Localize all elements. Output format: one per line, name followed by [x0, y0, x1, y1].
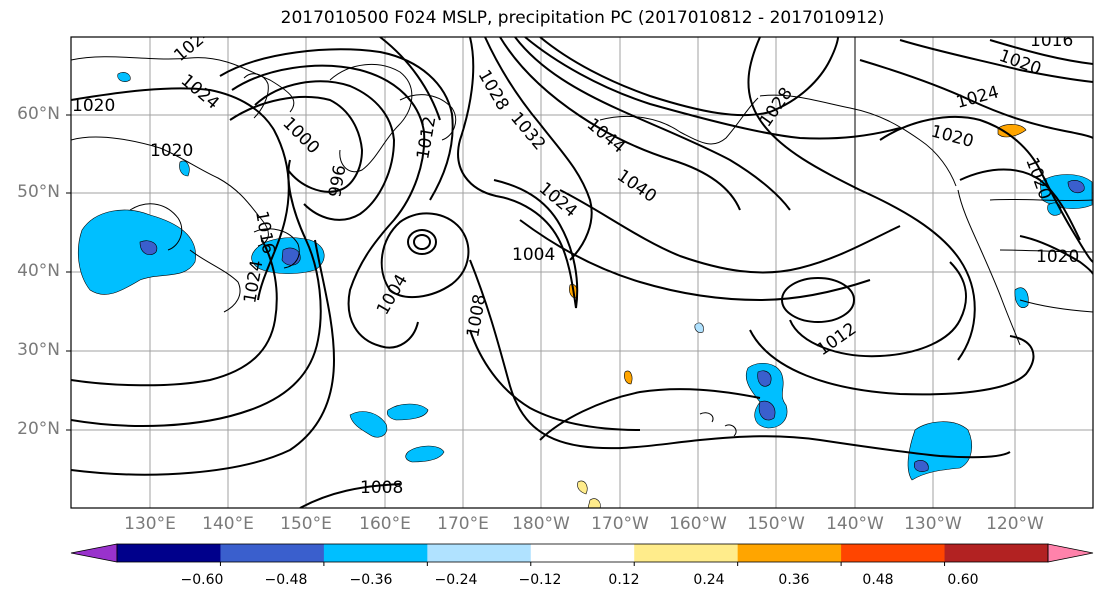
- isobar-label: 1004: [373, 271, 412, 318]
- colorbar-tick: −0.12: [518, 572, 562, 588]
- isobar-label: 1020: [150, 141, 193, 161]
- isobar-label: 1024: [170, 23, 216, 66]
- colorbar: [70, 543, 1094, 566]
- colorbar-segment: [117, 544, 221, 562]
- lat-label-50n: 50°N: [17, 182, 60, 202]
- lon-label-160e: 160°E: [359, 514, 411, 534]
- colorbar-segment: [323, 544, 428, 562]
- colorbar-segment: [841, 544, 946, 562]
- isobar-label: 1024: [240, 259, 267, 305]
- lon-label-150e: 150°E: [280, 514, 332, 534]
- isobar-label: 1008: [463, 293, 490, 339]
- isobar-label: 1028: [474, 67, 513, 114]
- colorbar-segment: [634, 544, 739, 562]
- map-title: 2017010500 F024 MSLP, precipitation PC (…: [280, 8, 885, 28]
- colorbar-tick: −0.24: [434, 572, 478, 588]
- colorbar-tick: −0.60: [180, 572, 224, 588]
- isobars: [71, 37, 1093, 508]
- colorbar-tick: 0.36: [778, 572, 810, 588]
- coastlines: [71, 37, 1093, 437]
- colorbar-extend-high: [1047, 543, 1094, 563]
- lon-label-150w: 150°W: [747, 514, 805, 534]
- isobar-label: 1016: [251, 209, 278, 255]
- lon-label-140w: 140°W: [826, 514, 884, 534]
- isobar-label: 1024: [177, 71, 223, 114]
- colorbar-segment: [427, 544, 532, 562]
- isobar-label: 1028: [756, 84, 797, 131]
- lat-label-40n: 40°N: [17, 261, 60, 281]
- colorbar-segment: [737, 544, 842, 562]
- lon-label-130e: 130°E: [124, 514, 176, 534]
- precip-anomaly-patches: [77, 72, 1093, 508]
- lat-label-20n: 20°N: [17, 419, 60, 439]
- isobar-label: 1012: [413, 115, 440, 161]
- isobar-label: 996: [325, 163, 350, 198]
- colorbar-segment: [530, 544, 635, 562]
- lon-label-170w: 170°W: [591, 514, 649, 534]
- lat-label-30n: 30°N: [17, 340, 60, 360]
- isobar-label: 1020: [1036, 247, 1079, 267]
- colorbar-tick: 0.12: [608, 572, 640, 588]
- colorbar-tick: −0.36: [349, 572, 393, 588]
- lon-label-160w: 160°W: [669, 514, 727, 534]
- lon-label-180w: 180°W: [512, 514, 570, 534]
- colorbar-segment: [944, 544, 1049, 562]
- colorbar-tick: 0.24: [693, 572, 725, 588]
- isobar-label: 1000: [278, 113, 323, 158]
- isobar-label: 1016: [1030, 31, 1073, 51]
- isobar-label: 1024: [535, 179, 581, 222]
- colorbar-extend-low: [70, 543, 118, 563]
- isobar-label: 1012: [813, 319, 860, 360]
- colorbar-frame: [116, 543, 1049, 563]
- lon-label-120w: 120°W: [986, 514, 1044, 534]
- isobar-label: 1004: [512, 245, 555, 265]
- isobar-label: 1020: [929, 122, 976, 153]
- lon-label-170e: 170°E: [437, 514, 489, 534]
- lon-label-140e: 140°E: [202, 514, 254, 534]
- colorbar-tick: 0.60: [947, 572, 979, 588]
- colorbar-tick: −0.48: [264, 572, 308, 588]
- isobar-label: 1044: [583, 115, 629, 158]
- lon-label-130w: 130°W: [904, 514, 962, 534]
- axis-ticks: [66, 114, 71, 431]
- colorbar-tick: 0.48: [862, 572, 894, 588]
- colorbar-segment: [220, 544, 325, 562]
- isobar-label: 1020: [72, 96, 115, 116]
- lat-label-60n: 60°N: [17, 104, 60, 124]
- isobar-label: 1008: [360, 478, 403, 498]
- isobar-label: 1024: [954, 82, 1001, 113]
